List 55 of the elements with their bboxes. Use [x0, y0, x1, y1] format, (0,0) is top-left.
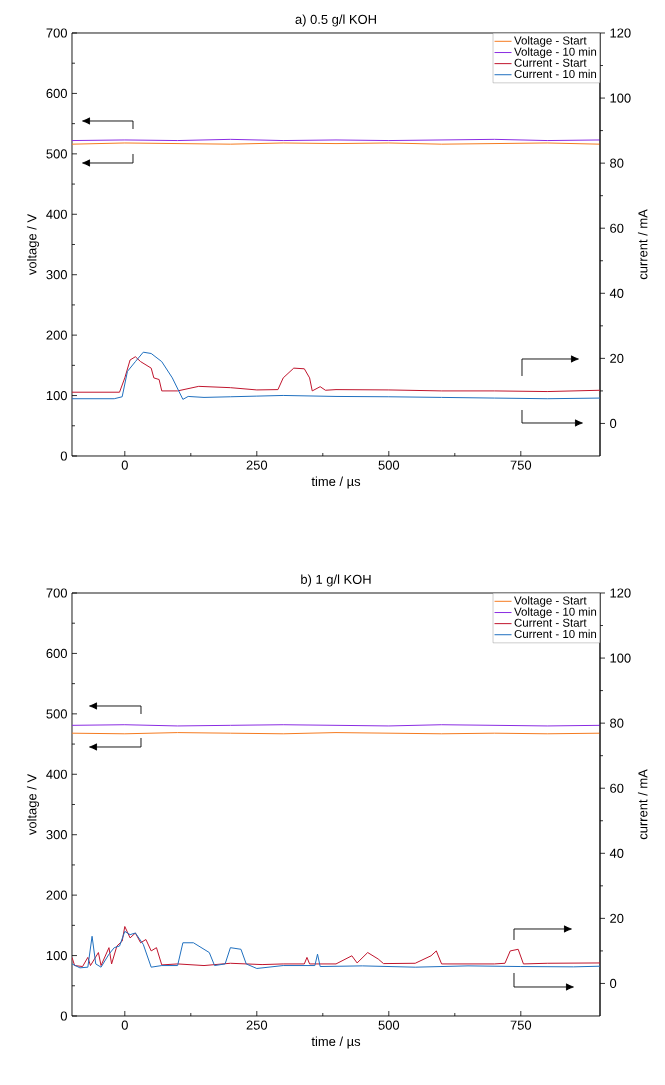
y-tick-label: 700 [46, 28, 67, 38]
legend-label: Current - 10 min [514, 69, 597, 79]
y2-tick-label: 20 [610, 353, 624, 363]
y2-tick-label: 120 [610, 588, 631, 598]
y-tick-label: 400 [46, 769, 67, 779]
y-tick-label: 300 [46, 830, 67, 840]
x-tick-label: 500 [378, 1020, 400, 1030]
y-axis-title: voltage / V [26, 213, 40, 276]
y2-tick-label: 40 [609, 848, 624, 858]
legend-label: Voltage - 10 min [514, 607, 597, 619]
x-axis-title: time / µs [311, 476, 361, 489]
y-tick-label: 300 [46, 270, 67, 280]
y-axis-title: voltage / V [26, 773, 40, 836]
x-tick-label: 500 [378, 460, 400, 470]
x-tick-label: 750 [510, 1020, 532, 1030]
y2-tick-label: 120 [610, 28, 631, 38]
y-tick-label: 200 [46, 890, 67, 900]
legend-label: Voltage - 10 min [514, 47, 597, 59]
y2-axis-title: current / mA [637, 209, 648, 280]
y2-axis-title: current / mA [637, 769, 648, 840]
x-tick-label: 750 [510, 460, 532, 470]
line-series [72, 351, 601, 400]
x-tick-label: 250 [246, 1020, 268, 1030]
legend-label: Current - Start [514, 618, 587, 627]
y2-tick-label: 80 [610, 158, 624, 168]
y-tick-label: 200 [46, 330, 67, 340]
chart-title: b) 1 g/l KOH [301, 574, 371, 587]
y2-tick-label: 20 [610, 913, 624, 923]
legend-label: Voltage - Start [514, 596, 587, 607]
x-tick-label: 0 [121, 460, 128, 470]
y-tick-label: 400 [46, 209, 67, 219]
y2-tick-label: 80 [610, 718, 624, 728]
y2-tick-label: 100 [610, 653, 631, 663]
y-tick-label: 0 [60, 451, 67, 461]
y2-tick-label: 0 [610, 978, 617, 989]
x-axis-title: time / µs [311, 1036, 361, 1049]
y2-tick-label: 0 [610, 418, 617, 429]
y-tick-label: 700 [46, 588, 67, 598]
legend-label: Voltage - Start [514, 36, 587, 47]
y-tick-label: 500 [46, 149, 67, 159]
y2-tick-label: 60 [610, 783, 624, 793]
y2-tick-label: 40 [609, 288, 624, 298]
y-tick-label: 600 [46, 88, 67, 99]
y-tick-label: 100 [46, 950, 67, 961]
legend-label: Current - 10 min [514, 629, 597, 639]
y-tick-label: 600 [46, 648, 67, 659]
legend-label: Current - Start [514, 58, 587, 67]
y-tick-label: 0 [60, 1011, 67, 1021]
x-tick-label: 0 [121, 1020, 128, 1030]
chart-title: a) 0.5 g/l KOH [295, 14, 376, 27]
y-tick-label: 500 [46, 709, 67, 719]
y2-tick-label: 100 [610, 93, 631, 103]
x-tick-label: 250 [246, 460, 268, 470]
y-tick-label: 100 [46, 390, 67, 401]
y2-tick-label: 60 [610, 223, 624, 233]
